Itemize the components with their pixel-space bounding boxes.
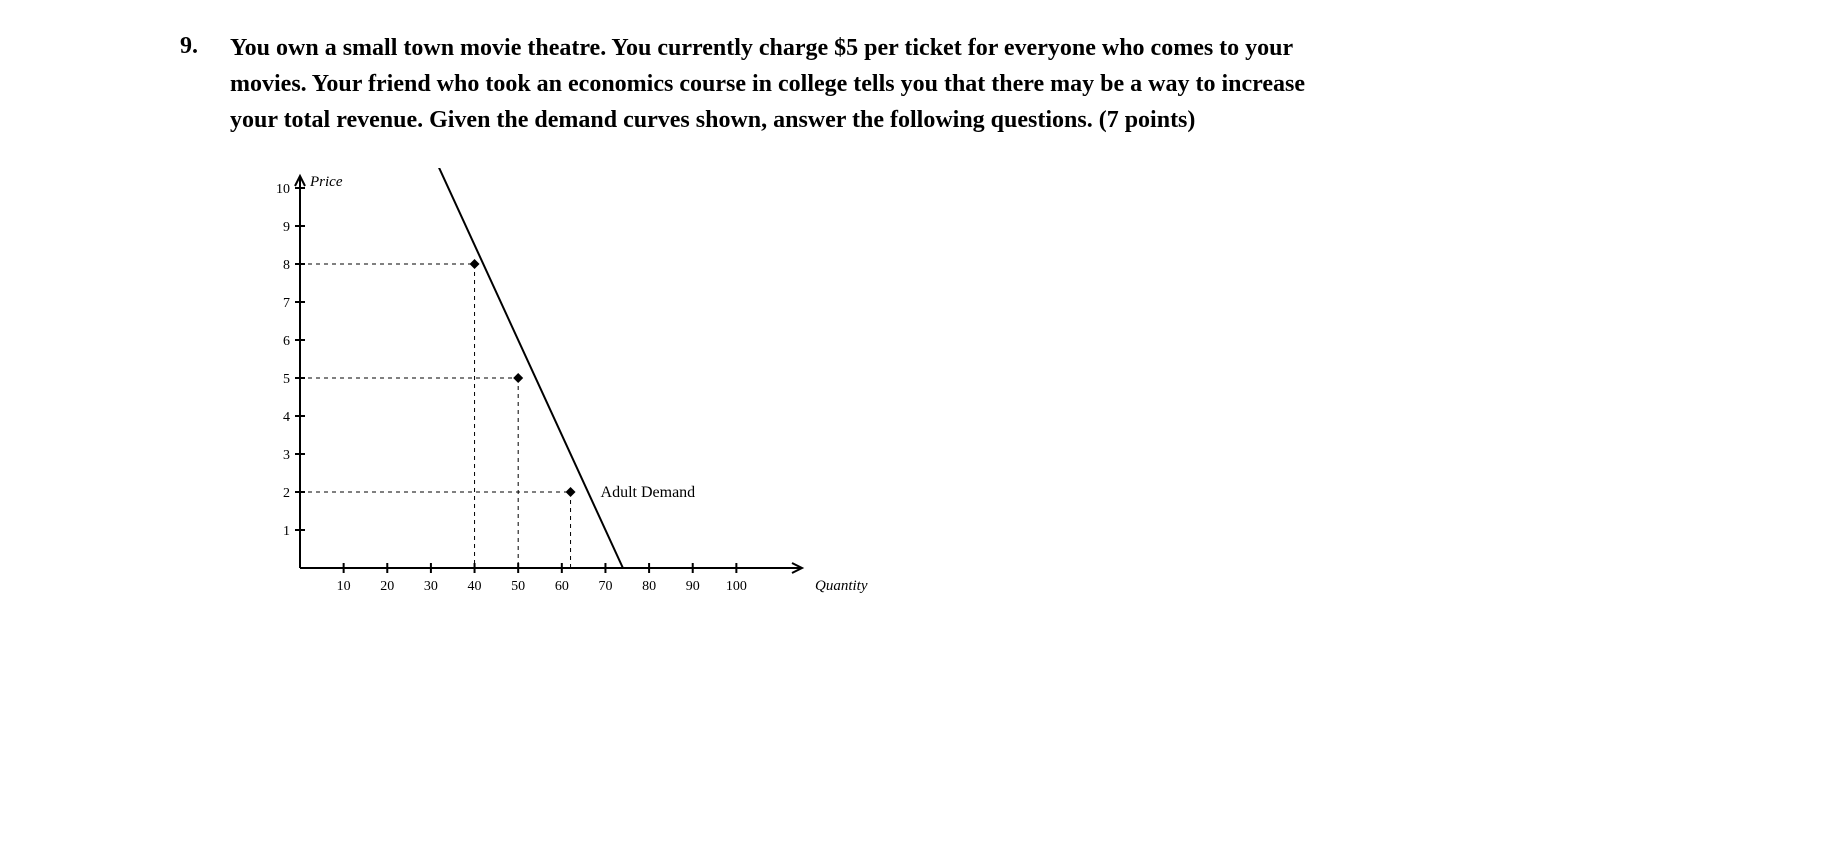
svg-text:8: 8 — [283, 258, 290, 273]
svg-text:20: 20 — [380, 579, 394, 594]
svg-text:3: 3 — [283, 448, 290, 463]
chart-svg: 1 2 3 4 5 6 7 8 9 10 10 20 30 40 50 60 70 80 90 100 Price Qua… — [250, 168, 930, 608]
question-content: You own a small town movie theatre. You … — [230, 30, 1330, 608]
svg-text:80: 80 — [642, 579, 656, 594]
question-number: 9. — [180, 30, 210, 64]
svg-text:100: 100 — [726, 579, 747, 594]
svg-text:9: 9 — [283, 220, 290, 235]
svg-text:40: 40 — [468, 579, 482, 594]
svg-text:Quantity: Quantity — [815, 578, 868, 594]
svg-text:30: 30 — [424, 579, 438, 594]
svg-text:10: 10 — [276, 182, 290, 197]
svg-text:6: 6 — [283, 334, 290, 349]
svg-text:5: 5 — [283, 372, 290, 387]
svg-text:2: 2 — [283, 486, 290, 501]
svg-text:1: 1 — [283, 524, 290, 539]
svg-text:70: 70 — [598, 579, 612, 594]
svg-text:Price: Price — [309, 174, 343, 190]
svg-text:50: 50 — [511, 579, 525, 594]
question-container: 9. You own a small town movie theatre. Y… — [180, 30, 1784, 608]
svg-text:4: 4 — [283, 410, 290, 425]
svg-text:60: 60 — [555, 579, 569, 594]
svg-text:10: 10 — [337, 579, 351, 594]
svg-text:Adult Demand: Adult Demand — [601, 484, 696, 501]
svg-text:7: 7 — [283, 296, 290, 311]
demand-chart: 1 2 3 4 5 6 7 8 9 10 10 20 30 40 50 60 70 80 90 100 Price Qua… — [250, 168, 1330, 608]
svg-text:90: 90 — [686, 579, 700, 594]
question-text: You own a small town movie theatre. You … — [230, 30, 1330, 138]
